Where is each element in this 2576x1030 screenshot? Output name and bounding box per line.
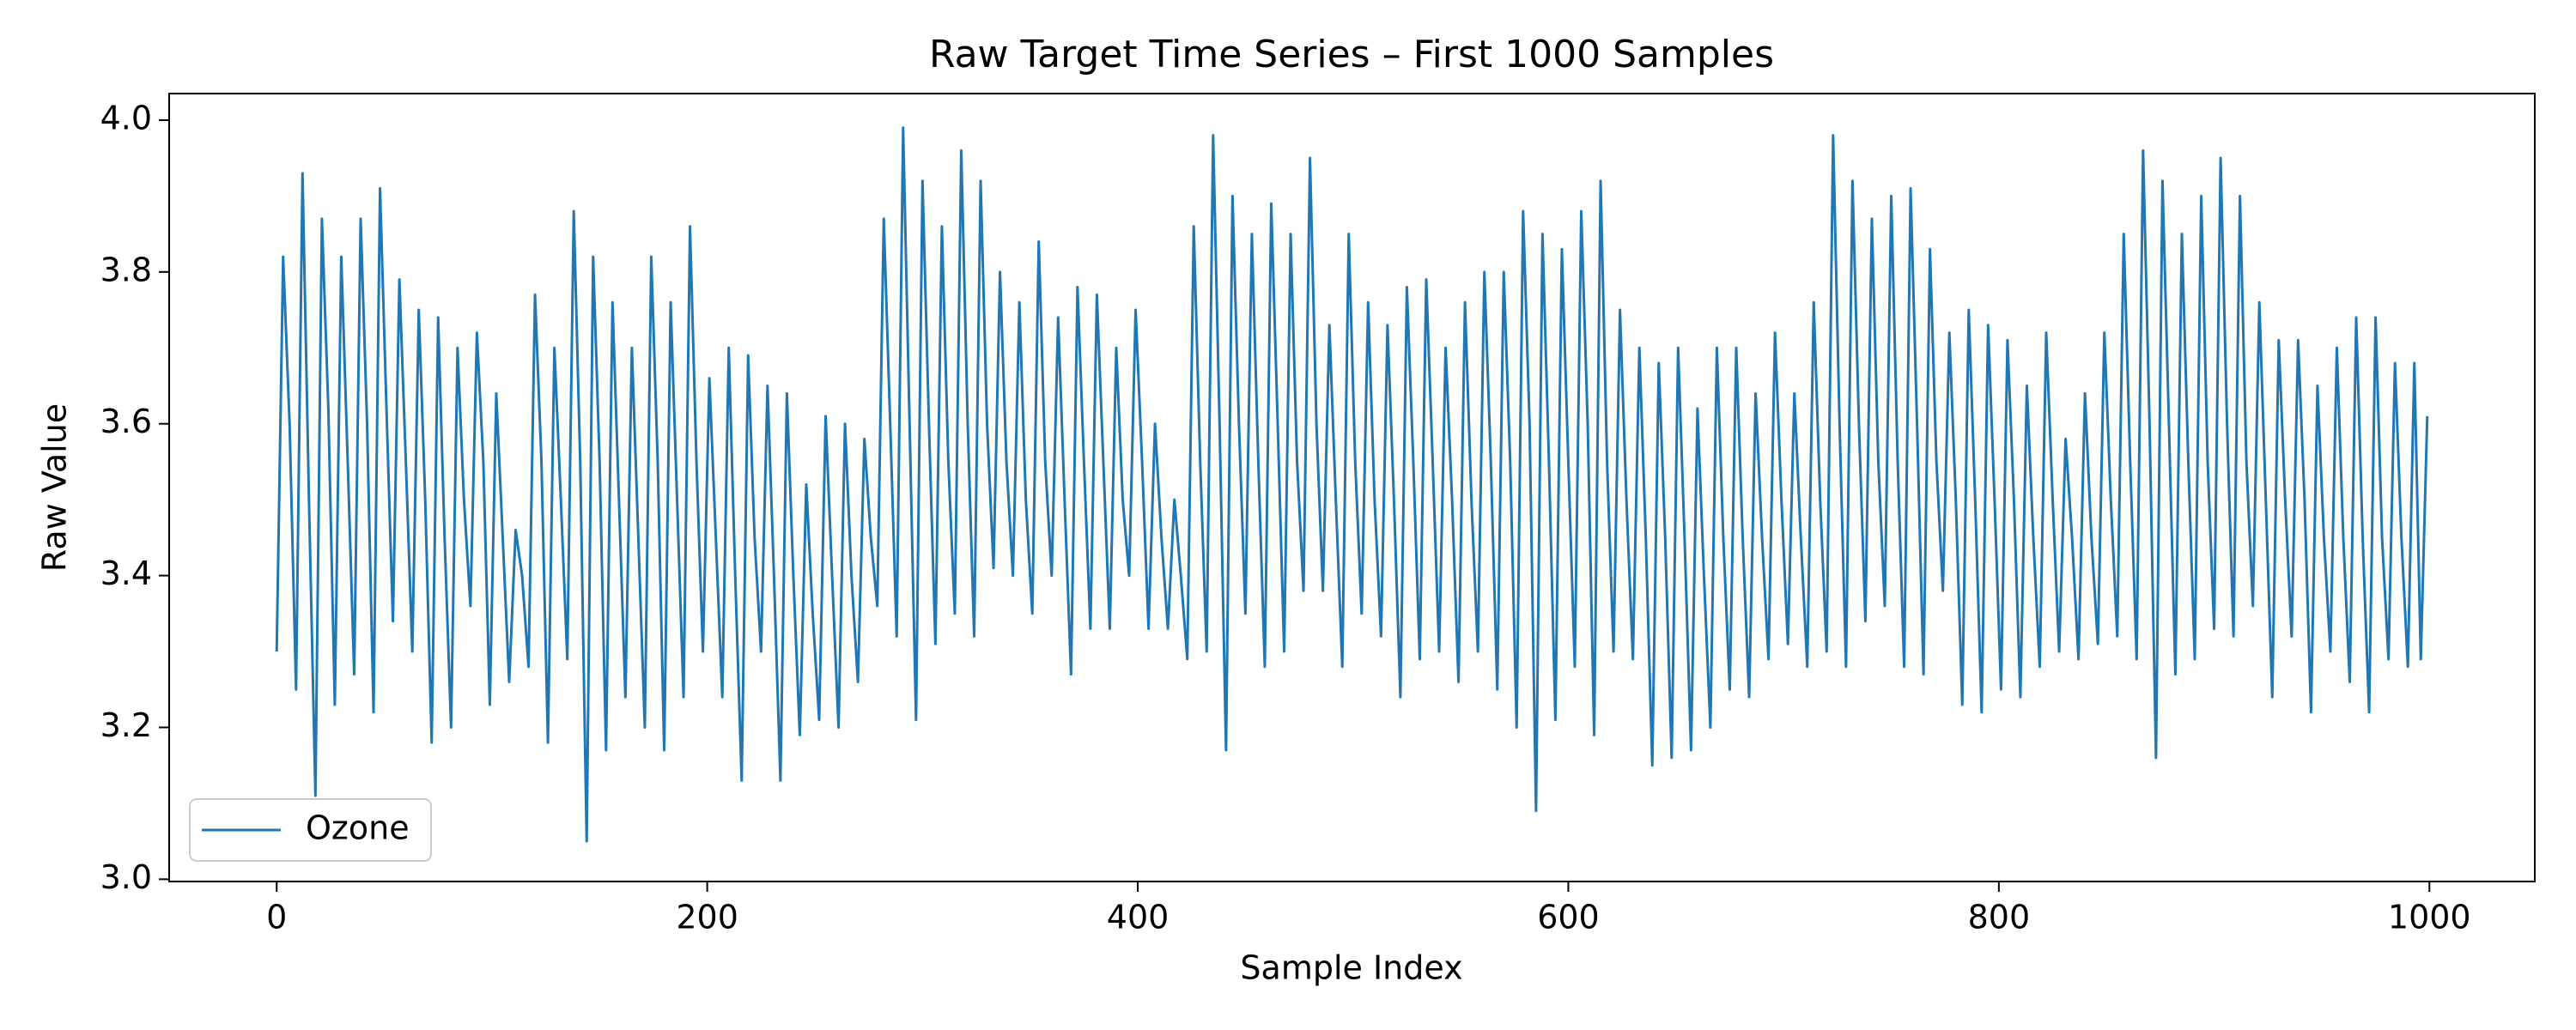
legend-box [189, 798, 432, 862]
y-tick-label: 3.6 [100, 403, 152, 440]
x-tick-label: 1000 [2388, 899, 2471, 936]
legend-label: Ozone [306, 809, 410, 847]
y-tick-label: 3.0 [100, 858, 152, 896]
y-tick-label: 3.4 [100, 554, 152, 592]
axes-frame [168, 93, 2536, 882]
y-tick-label: 3.8 [100, 251, 152, 288]
x-tick-label: 0 [266, 899, 287, 936]
y-tick-label: 3.2 [100, 706, 152, 744]
data-line [275, 126, 2429, 843]
y-tick-label: 4.0 [100, 99, 152, 136]
x-axis-label: Sample Index [1240, 949, 1462, 987]
y-axis-label: Raw Value [36, 403, 74, 572]
chart-title: Raw Target Time Series – First 1000 Samp… [929, 33, 1774, 76]
x-tick-label: 600 [1537, 899, 1600, 936]
x-tick-label: 400 [1107, 899, 1170, 936]
x-tick-label: 800 [1968, 899, 2031, 936]
x-tick-label: 200 [676, 899, 738, 936]
